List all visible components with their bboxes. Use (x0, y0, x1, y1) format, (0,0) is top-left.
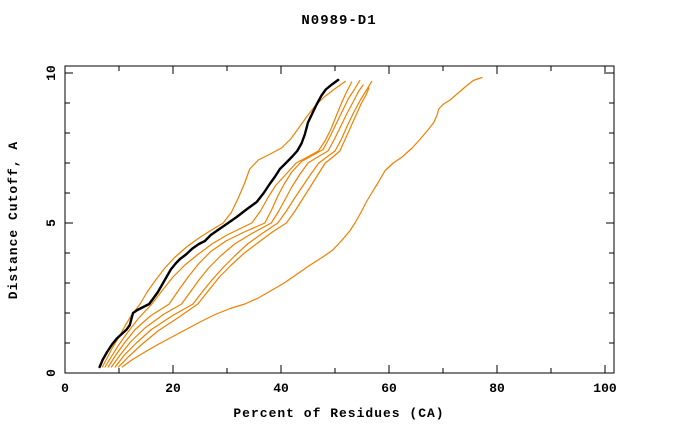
other-model-7-outlier-line (121, 76, 483, 368)
axis-ticks (64, 66, 614, 374)
tick-labels: 0 20 40 60 80 100 0 5 10 (44, 65, 617, 396)
x-tick-label: 60 (381, 381, 397, 396)
series-lines (98, 76, 483, 369)
other-model-6-line (117, 87, 370, 368)
other-model-3-line (107, 79, 361, 368)
y-tick-label: 5 (44, 219, 59, 227)
y-tick-label: 0 (44, 369, 59, 377)
plot-border (64, 65, 615, 374)
highlighted-model-line (98, 78, 340, 369)
other-model-1-line (101, 80, 346, 368)
x-tick-label: 0 (61, 381, 69, 396)
other-model-2-line (104, 81, 353, 368)
x-tick-label: 80 (489, 381, 505, 396)
x-tick-label: 20 (165, 381, 181, 396)
other-model-5-line (114, 80, 373, 368)
y-axis-label: Distance Cutoff, A (6, 141, 21, 299)
x-axis-label: Percent of Residues (CA) (233, 406, 444, 421)
other-model-4-line (110, 84, 364, 368)
x-tick-label: 40 (273, 381, 289, 396)
chart-title: N0989-D1 (301, 13, 376, 29)
y-tick-label: 10 (44, 65, 59, 81)
x-tick-label: 100 (593, 381, 617, 396)
